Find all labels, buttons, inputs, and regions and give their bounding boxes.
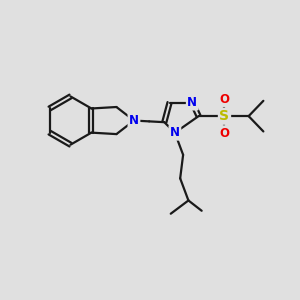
Text: N: N [129, 114, 139, 127]
Text: N: N [170, 126, 180, 139]
Text: O: O [220, 93, 230, 106]
Text: S: S [220, 109, 230, 123]
Text: N: N [187, 96, 197, 109]
Text: O: O [220, 127, 230, 140]
